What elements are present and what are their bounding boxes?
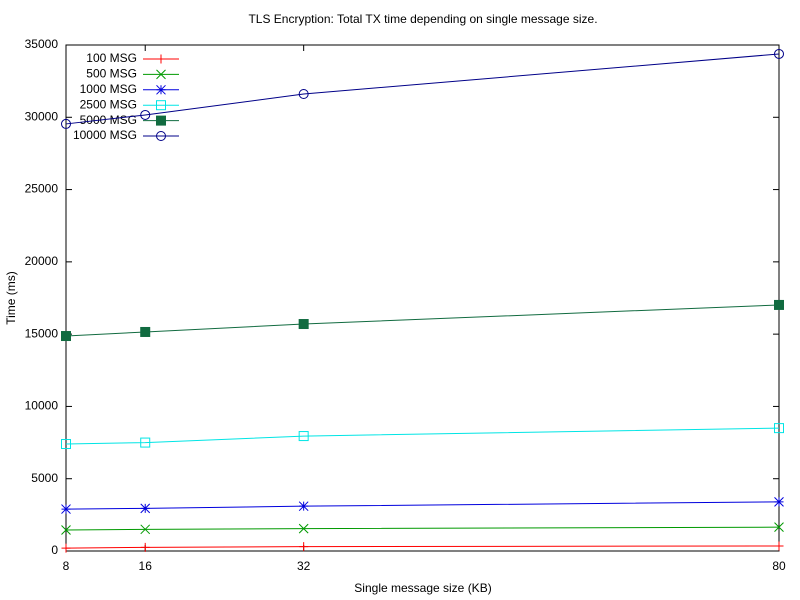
series-line bbox=[65, 526, 780, 531]
marker bbox=[156, 69, 166, 80]
marker bbox=[140, 326, 151, 337]
y-tick-label: 20000 bbox=[25, 254, 59, 268]
y-tick-label: 15000 bbox=[25, 326, 59, 340]
marker bbox=[156, 84, 166, 95]
marker bbox=[774, 522, 784, 532]
marker bbox=[298, 319, 309, 330]
legend-label: 5000 MSG bbox=[80, 113, 137, 127]
legend-label: 500 MSG bbox=[86, 67, 137, 81]
legend-label: 10000 MSG bbox=[73, 128, 137, 142]
marker bbox=[156, 115, 166, 126]
marker bbox=[140, 437, 151, 448]
chart-title: TLS Encryption: Total TX time depending … bbox=[248, 12, 597, 26]
y-tick-label: 5000 bbox=[31, 471, 58, 485]
series-line bbox=[65, 427, 780, 445]
series-line bbox=[65, 545, 780, 549]
marker bbox=[774, 541, 784, 551]
y-tick-label: 30000 bbox=[25, 109, 59, 123]
marker bbox=[61, 543, 71, 553]
y-tick-label: 0 bbox=[51, 543, 58, 557]
series-line bbox=[65, 501, 780, 510]
marker bbox=[298, 501, 309, 512]
series-line bbox=[65, 304, 780, 337]
marker bbox=[156, 54, 166, 64]
marker bbox=[298, 523, 309, 534]
x-tick-label: 80 bbox=[772, 559, 786, 573]
y-tick-label: 10000 bbox=[25, 399, 59, 413]
marker bbox=[61, 118, 71, 129]
marker bbox=[156, 131, 166, 141]
marker bbox=[298, 431, 309, 442]
legend-label: 2500 MSG bbox=[80, 97, 137, 111]
marker bbox=[140, 109, 151, 120]
marker bbox=[774, 48, 784, 59]
x-tick-label: 16 bbox=[139, 559, 153, 573]
legend-label: 1000 MSG bbox=[80, 82, 137, 96]
x-tick-label: 8 bbox=[63, 559, 70, 573]
series-line bbox=[65, 53, 780, 125]
y-tick-label: 35000 bbox=[25, 37, 59, 51]
plot-frame bbox=[65, 44, 780, 552]
legend-label: 100 MSG bbox=[86, 51, 137, 65]
marker bbox=[140, 503, 151, 514]
marker bbox=[774, 299, 784, 310]
y-axis-label: Time (ms) bbox=[4, 271, 18, 325]
marker bbox=[61, 525, 71, 535]
marker bbox=[298, 89, 309, 100]
marker bbox=[140, 524, 151, 535]
marker bbox=[61, 439, 71, 450]
marker bbox=[61, 331, 71, 342]
marker bbox=[140, 542, 150, 552]
marker bbox=[774, 496, 784, 507]
marker bbox=[774, 423, 784, 434]
marker bbox=[61, 504, 71, 514]
y-tick-label: 25000 bbox=[25, 182, 59, 196]
marker bbox=[156, 100, 166, 111]
x-axis-label: Single message size (KB) bbox=[354, 581, 491, 595]
marker bbox=[299, 542, 309, 552]
x-tick-label: 32 bbox=[297, 559, 311, 573]
